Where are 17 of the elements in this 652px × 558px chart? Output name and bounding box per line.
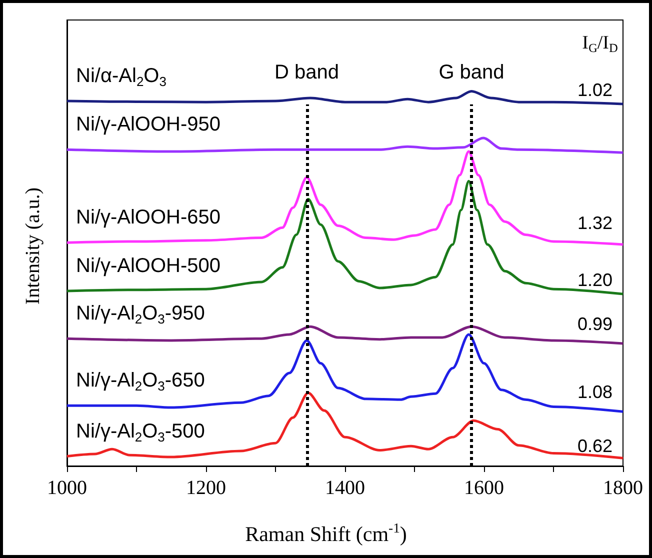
series-label: Ni/γ-AlOOH-950 xyxy=(76,114,220,136)
annotation: 1.08 xyxy=(577,382,613,402)
annotation: 0.62 xyxy=(577,436,613,456)
ref-line-label: G band xyxy=(438,61,504,84)
y-axis-title: Intensity (a.u.) xyxy=(22,187,44,305)
x-tick-label: 1600 xyxy=(464,477,504,499)
annotation: 1.20 xyxy=(577,270,613,290)
series-label: Ni/γ-AlOOH-650 xyxy=(76,206,220,229)
x-tick-label: 1800 xyxy=(603,477,643,499)
ref-line-label: D band xyxy=(274,61,340,84)
x-tick-label: 1400 xyxy=(325,477,365,499)
annotation: 1.32 xyxy=(577,213,613,233)
series-label: Ni/γ-AlOOH-500 xyxy=(76,254,220,277)
annotation: 0.99 xyxy=(577,314,613,334)
x-tick-label: 1000 xyxy=(47,477,87,499)
x-tick-label: 1200 xyxy=(186,477,226,499)
annotation: 1.02 xyxy=(577,80,613,100)
